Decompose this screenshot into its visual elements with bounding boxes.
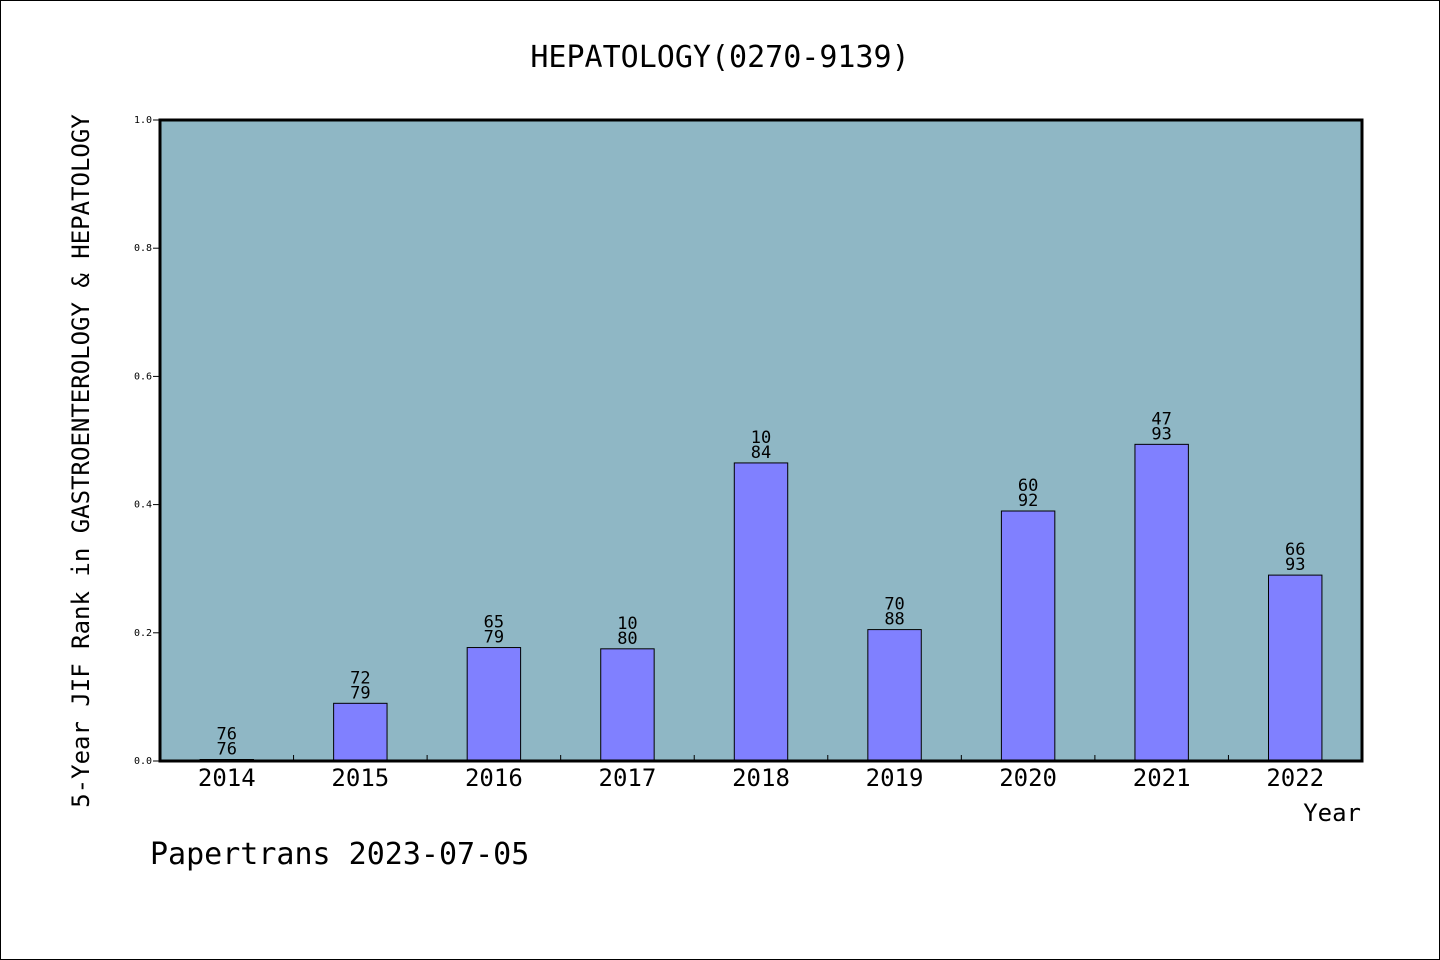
bar-2016 bbox=[466, 647, 522, 762]
y-tick-label-0.8: 0.8 bbox=[134, 243, 152, 254]
bar-label-top-2022: 66 bbox=[1285, 540, 1305, 560]
x-tick-label-2018: 2018 bbox=[732, 764, 790, 792]
bar-label-bottom-2022: 93 bbox=[1285, 555, 1305, 575]
y-axis-ticks: 0.0 0.2 0.4 0.6 0.8 1.0 bbox=[134, 115, 160, 767]
x-tick-label-2015: 2015 bbox=[331, 764, 389, 792]
bar-2020 bbox=[1000, 510, 1056, 762]
bar-label-top-2020: 60 bbox=[1018, 476, 1038, 496]
bar-label-top-2016: 65 bbox=[484, 613, 504, 633]
bar-2015 bbox=[333, 702, 388, 762]
bar-label-bottom-2019: 88 bbox=[884, 610, 904, 630]
x-tick-label-2022: 2022 bbox=[1266, 764, 1324, 792]
bar-2017 bbox=[600, 648, 655, 762]
y-tick-label-1.0: 1.0 bbox=[134, 115, 152, 126]
y-tick-label-0.0: 0.0 bbox=[134, 756, 152, 767]
watermark-text: Papertrans 2023-07-05 bbox=[150, 837, 529, 872]
bar-2018 bbox=[733, 462, 789, 762]
chart-title: HEPATOLOGY(0270-9139) bbox=[530, 40, 909, 75]
bar-label-bottom-2017: 80 bbox=[617, 629, 637, 649]
x-tick-label-2019: 2019 bbox=[866, 764, 924, 792]
bar-label-top-2019: 70 bbox=[884, 595, 904, 615]
bars-group bbox=[199, 443, 1323, 762]
bar-label-top-2014: 76 bbox=[217, 725, 237, 745]
bar-label-bottom-2016: 79 bbox=[484, 628, 504, 648]
bar-label-top-2017: 10 bbox=[617, 614, 637, 634]
y-tick-label-0.2: 0.2 bbox=[134, 628, 152, 639]
bar-label-top-2015: 72 bbox=[350, 668, 370, 688]
bar-label-bottom-2014: 76 bbox=[217, 740, 237, 760]
bar-2019 bbox=[867, 629, 922, 762]
bar-2022 bbox=[1268, 574, 1323, 762]
bar-label-bottom-2015: 79 bbox=[350, 683, 370, 703]
bar-label-bottom-2020: 92 bbox=[1018, 491, 1038, 511]
bar-label-bottom-2018: 84 bbox=[751, 443, 771, 463]
bar-label-top-2021: 47 bbox=[1151, 409, 1171, 429]
plot-border bbox=[158, 118, 1364, 763]
x-axis-label: Year bbox=[1303, 799, 1361, 827]
x-tick-label-2021: 2021 bbox=[1133, 764, 1191, 792]
x-tick-label-2020: 2020 bbox=[999, 764, 1057, 792]
bar-2021 bbox=[1134, 443, 1189, 762]
bar-label-bottom-2021: 93 bbox=[1151, 424, 1171, 444]
y-axis-label: 5-Year JIF Rank in GASTROENTEROLOGY & HE… bbox=[67, 114, 95, 808]
y-tick-label-0.4: 0.4 bbox=[134, 500, 152, 511]
y-tick-label-0.6: 0.6 bbox=[134, 371, 152, 382]
x-tick-label-2016: 2016 bbox=[465, 764, 523, 792]
x-tick-label-2014: 2014 bbox=[198, 764, 256, 792]
x-tick-label-2017: 2017 bbox=[599, 764, 657, 792]
bar-label-top-2018: 10 bbox=[751, 428, 771, 448]
x-axis-ticks: 2014 2015 2016 2017 2018 2019 2020 2021 2022 bbox=[198, 755, 1324, 792]
